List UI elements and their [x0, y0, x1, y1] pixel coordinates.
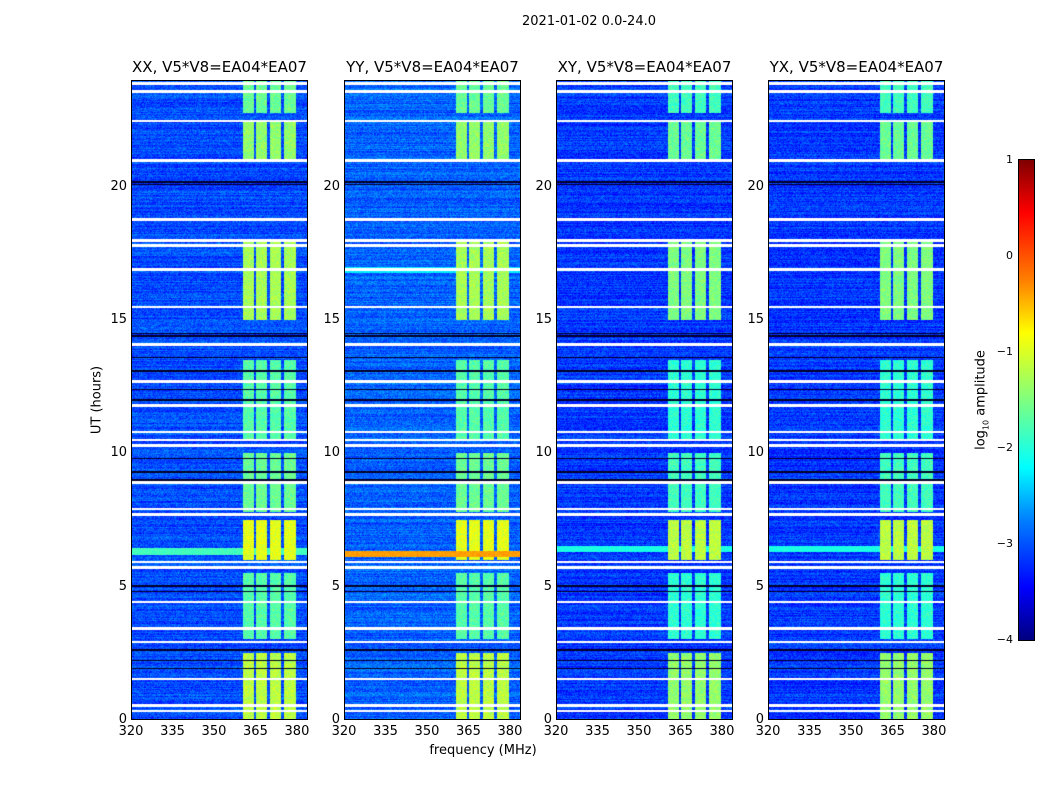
- panel-title: XX, V5*V8=EA04*EA07: [132, 58, 307, 76]
- heatmap-cells: [132, 81, 307, 719]
- y-tick-label: 0: [331, 712, 340, 727]
- heatmap-cells: [557, 81, 732, 719]
- x-tick-label: 365: [880, 724, 905, 739]
- x-tick-label: 335: [160, 724, 185, 739]
- y-tick-label: 15: [323, 312, 340, 327]
- x-axis-label: frequency (MHz): [429, 743, 537, 758]
- y-tick-label: 10: [110, 445, 127, 461]
- y-tick-label: 10: [747, 445, 764, 461]
- x-tick-label: 350: [414, 724, 440, 739]
- y-tick-label: 5: [543, 578, 552, 594]
- y-tick-label: 0: [543, 712, 552, 727]
- x-tick-label: 320: [755, 724, 781, 739]
- y-tick-label: 15: [747, 312, 764, 327]
- y-tick-label: 10: [535, 445, 552, 461]
- colorbar-tick-label: −4: [996, 633, 1013, 646]
- x-tick-label: 365: [243, 724, 268, 739]
- x-tick-label: 320: [118, 724, 144, 739]
- x-tick-label: 335: [373, 724, 398, 739]
- colorbar-tick-label: −1: [996, 345, 1013, 358]
- y-tick-label: 20: [535, 178, 552, 194]
- x-tick-label: 320: [331, 724, 357, 739]
- heatmap-panel: [344, 80, 521, 720]
- x-tick-label: 365: [456, 724, 481, 739]
- figure-title: 2021-01-02 0.0-24.0: [522, 14, 656, 29]
- y-tick-label: 20: [323, 178, 340, 194]
- panel-title: YX, V5*V8=EA04*EA07: [769, 58, 944, 76]
- x-tick-label: 350: [201, 724, 227, 739]
- y-tick-label: 0: [755, 712, 764, 727]
- y-tick-label: 5: [331, 578, 340, 594]
- x-tick-label: 380: [921, 724, 947, 739]
- colorbar-label-base: log: [973, 430, 989, 450]
- colorbar-tick-label: −2: [996, 441, 1013, 454]
- heatmap-cells: [769, 81, 944, 719]
- x-tick-label: 380: [284, 724, 310, 739]
- y-tick-label: 5: [118, 578, 127, 594]
- x-tick-label: 380: [497, 724, 523, 739]
- colorbar-tick-label: −3: [996, 537, 1013, 550]
- colorbar: [1018, 159, 1035, 641]
- x-tick-label: 320: [543, 724, 569, 739]
- colorbar-tick-label: 1: [1006, 153, 1013, 166]
- x-tick-label: 380: [709, 724, 735, 739]
- y-tick-label: 5: [755, 578, 764, 594]
- panel-title: YY, V5*V8=EA04*EA07: [346, 58, 519, 76]
- heatmap-cells: [345, 81, 520, 719]
- y-tick-label: 15: [535, 312, 552, 327]
- y-tick-label: 20: [747, 178, 764, 194]
- y-tick-label: 0: [118, 712, 127, 727]
- colorbar-label: log10 amplitude: [974, 350, 991, 450]
- heatmap-panel: [556, 80, 733, 720]
- x-tick-label: 350: [838, 724, 864, 739]
- y-tick-label: 10: [323, 445, 340, 461]
- heatmap-panel: [131, 80, 308, 720]
- heatmap-panel: [768, 80, 945, 720]
- x-tick-label: 335: [585, 724, 610, 739]
- x-tick-label: 335: [797, 724, 822, 739]
- y-tick-label: 20: [110, 178, 127, 194]
- colorbar-label-sub: 10: [981, 419, 991, 431]
- panel-title: XY, V5*V8=EA04*EA07: [557, 58, 732, 76]
- x-tick-label: 350: [626, 724, 652, 739]
- colorbar-label-rest: amplitude: [973, 350, 989, 420]
- y-axis-label: UT (hours): [89, 365, 105, 435]
- colorbar-tick-label: 0: [1006, 249, 1013, 262]
- y-tick-label: 15: [110, 312, 127, 327]
- x-tick-label: 365: [668, 724, 693, 739]
